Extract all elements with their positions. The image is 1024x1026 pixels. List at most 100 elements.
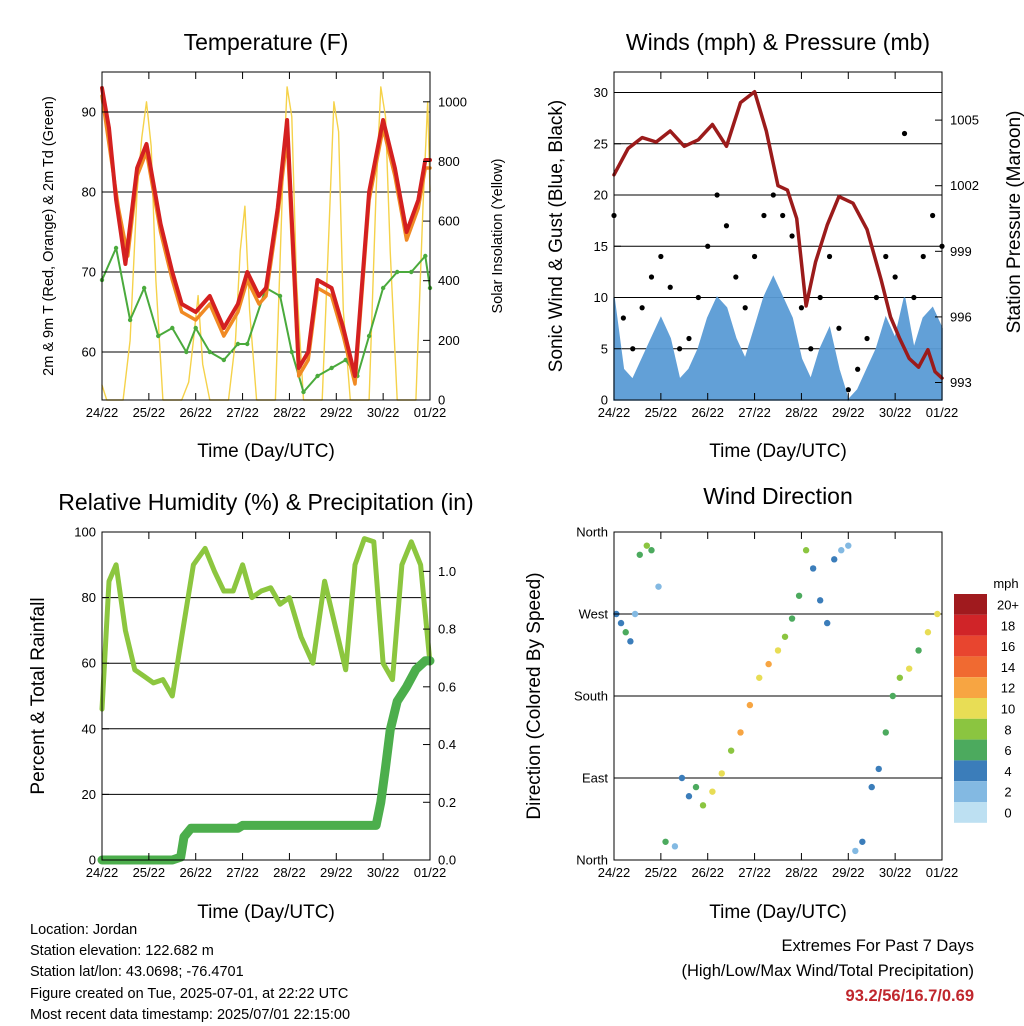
wp-xtick-label: 26/22 (691, 405, 724, 420)
dewpoint-point (156, 333, 161, 339)
direction-point (882, 729, 889, 736)
gust-point (911, 294, 917, 301)
direction-point (816, 597, 824, 604)
winds-series (611, 89, 945, 402)
winds-frame (613, 71, 943, 401)
tp-xtick-label: 01/22 (414, 405, 447, 420)
dp-xtick-label: 24/22 (598, 865, 631, 880)
colorbar-label: 16 (1001, 639, 1015, 654)
colorbar-label: 12 (1001, 681, 1015, 696)
direction-point (809, 565, 817, 572)
dp-xtick-label: 25/22 (645, 865, 678, 880)
hp-xtick-label: 25/22 (133, 865, 166, 880)
wp-ytick-label: 15 (594, 239, 608, 254)
dp-xtick-label: 26/22 (691, 865, 724, 880)
dewpoint-point (409, 269, 414, 275)
hp-ytick-label: 100 (74, 525, 96, 540)
humidity-gridlines (102, 597, 430, 795)
colorbar-swatch (954, 781, 987, 802)
gust-point (789, 233, 795, 239)
dp-xtick-label: 30/22 (879, 865, 912, 880)
direction-point (845, 542, 852, 549)
colorbar-swatch (954, 760, 987, 782)
gust-point (761, 212, 767, 219)
gust-point (873, 294, 880, 301)
wp-xtick-label: 29/22 (832, 405, 865, 420)
station-pressure-line (612, 89, 944, 380)
gust-point (714, 192, 720, 198)
tp-ytick-right-label: 1000 (438, 94, 467, 109)
direction-point (709, 788, 716, 795)
station-info: Location: Jordan Station elevation: 122.… (30, 920, 350, 1026)
gust-point (855, 366, 861, 372)
hp-ytick-right-label: 0.8 (438, 622, 456, 637)
gust-point (770, 192, 776, 198)
figure-created: Figure created on Tue, 2025-07-01, at 22… (30, 985, 349, 1002)
dewpoint-point (184, 349, 189, 355)
winds-ylabel-left: Sonic Wind & Gust (Blue, Black) (546, 100, 567, 372)
dewpoint-point (366, 333, 372, 339)
dp-xtick-label: 29/22 (832, 865, 865, 880)
direction-point (655, 583, 662, 590)
hp-ytick-right-label: 0.4 (438, 737, 456, 752)
tp-ytick-label: 80 (82, 185, 96, 200)
hp-xtick-label: 01/22 (414, 865, 447, 880)
direction-point (781, 633, 789, 640)
tp-xtick-label: 30/22 (367, 405, 400, 420)
colorbar-label: 8 (1004, 722, 1011, 737)
colorbar-label: 18 (1001, 618, 1015, 633)
wp-xtick-label: 24/22 (598, 405, 631, 420)
humidity-panel: Relative Humidity (%) & Precipitation (i… (28, 489, 474, 923)
tp-xtick-label: 24/22 (86, 405, 119, 420)
dewpoint-point (301, 389, 306, 395)
gust-point (620, 315, 626, 321)
colorbar-swatch (954, 656, 987, 678)
direction-point (915, 647, 922, 654)
temperature-ticks: 60 70 80 90 0 200 400 600 800 1000 24/22 25/22 26/22… (82, 72, 467, 420)
gust-point (658, 253, 664, 260)
dewpoint-point (329, 365, 334, 371)
colorbar-swatch (954, 594, 987, 615)
station-elevation: Station elevation: 122.682 m (30, 943, 214, 960)
gust-point (705, 243, 711, 249)
dp-ytick-label: North (576, 853, 608, 868)
dp-ytick-label: South (574, 689, 608, 704)
gust-point (892, 274, 898, 280)
direction-point (631, 610, 639, 618)
colorbar-label: 14 (1001, 660, 1015, 675)
direction-point (774, 647, 782, 654)
hp-xtick-label: 27/22 (226, 865, 259, 880)
tp-ytick-label: 90 (82, 105, 96, 120)
direction-point (802, 547, 810, 554)
dp-xtick-label: 28/22 (785, 865, 818, 880)
dewpoint-point (170, 325, 175, 331)
wp-ytick-right-label: 993 (950, 375, 972, 390)
dp-xtick-label: 01/22 (926, 865, 959, 880)
direction-point (685, 793, 693, 800)
direction-point (643, 542, 650, 549)
hp-ytick-label: 0 (89, 853, 96, 868)
gust-point (686, 335, 692, 342)
direction-point (678, 774, 686, 782)
sonic-wind-area (613, 275, 943, 402)
speed-colorbar: 20+ 18 16 14 12 10 8 6 4 2 0 (954, 594, 1019, 823)
gust-point (817, 294, 823, 301)
gust-point (733, 274, 739, 280)
gust-point (723, 223, 730, 229)
colorbar-label: 20+ (997, 598, 1019, 613)
direction-ylabel-left: Direction (Colored By Speed) (524, 572, 545, 819)
direction-point (831, 556, 838, 563)
direction-point (737, 729, 744, 736)
tp-ytick-label: 70 (82, 265, 96, 280)
wp-ytick-label: 25 (594, 136, 608, 151)
humidity-ylabel-left: Percent & Total Rainfall (28, 597, 49, 794)
humidity-ticks: 0 20 40 60 80 100 0.0 0.2 0.4 0.6 0.8 1.0 24/22 25/22… (74, 525, 456, 881)
gust-point (883, 253, 889, 260)
temperature-panel: Temperature (F) 60 70 80 90 0 200 400 600 800 100… (41, 29, 506, 462)
dewpoint-point (235, 341, 241, 347)
wp-ytick-label: 5 (601, 341, 608, 356)
direction-point (875, 765, 882, 773)
direction-point (838, 547, 845, 554)
gust-point (667, 284, 673, 290)
